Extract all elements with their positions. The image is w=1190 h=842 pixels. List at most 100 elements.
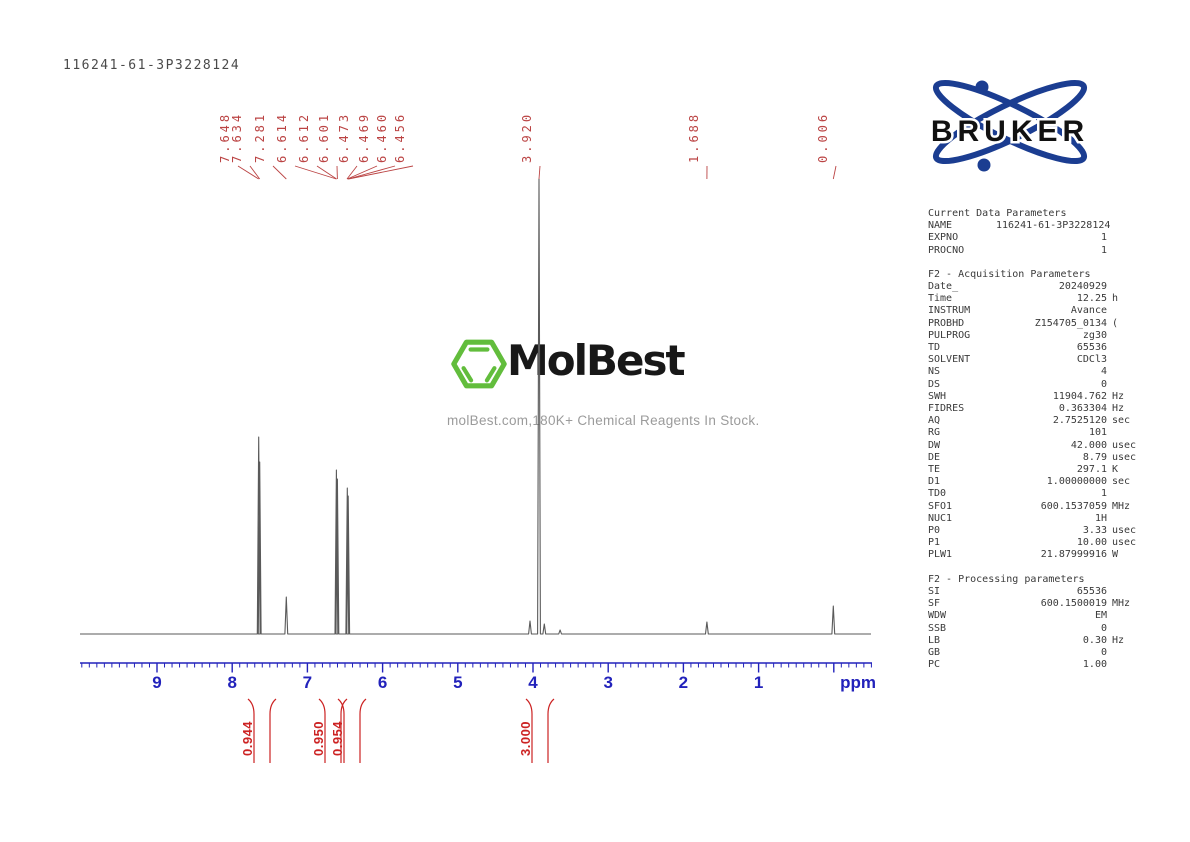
axis-tick-label: 4	[528, 673, 538, 692]
param-row: DS 0	[928, 379, 1142, 391]
param-row: P0 3.33 usec	[928, 525, 1142, 537]
peak-shift-label: 7.281	[253, 111, 267, 163]
param-value: CDCl3	[1076, 354, 1107, 366]
param-unit: (	[1112, 317, 1119, 329]
peak-leader-line	[272, 165, 287, 180]
param-value: 1	[1100, 488, 1107, 500]
param-value: 1H	[1094, 512, 1107, 524]
param-key: NAME	[928, 220, 953, 232]
axis-tick-label: 7	[302, 673, 313, 692]
param-key: SI	[928, 585, 941, 597]
param-unit	[1107, 281, 1142, 293]
param-key: TE	[928, 464, 941, 476]
param-unit: W	[1112, 549, 1119, 561]
param-row: SFO1 600.1537059 MHz	[928, 501, 1142, 513]
axis-tick-label: 5	[453, 673, 463, 692]
param-row: INSTRUM Avance	[928, 305, 1142, 317]
param-key: WDW	[928, 610, 947, 622]
param-row: SF 600.1500019 MHz	[928, 598, 1142, 610]
param-value: 0.363304	[1058, 403, 1107, 415]
peak-leader-line	[347, 165, 396, 180]
peak-leader-line	[294, 165, 337, 180]
param-key: PROBHD	[928, 317, 965, 329]
param-key: NS	[928, 366, 941, 378]
param-row: DE 8.79 usec	[928, 452, 1142, 464]
param-row: LB 0.30 Hz	[928, 635, 1142, 647]
axis-tick-label: 6	[377, 673, 388, 692]
peak-shift-label: 6.614	[275, 111, 289, 163]
axis-tick-label: 2	[678, 673, 689, 692]
param-key: SWH	[928, 390, 947, 402]
integral-bracket	[269, 698, 277, 763]
param-unit	[1107, 232, 1142, 244]
param-value: 2.7525120	[1052, 415, 1107, 427]
param-value: 116241-61-3P3228124	[996, 220, 1111, 232]
param-key: SOLVENT	[928, 354, 971, 366]
param-key: DE	[928, 451, 941, 463]
param-unit: K	[1112, 464, 1119, 476]
param-key: EXPNO	[928, 232, 959, 244]
param-key: Date_	[928, 281, 959, 293]
param-row: DW 42.000 usec	[928, 440, 1142, 452]
param-unit: usec	[1112, 537, 1137, 549]
param-row: NUC1 1H	[928, 513, 1142, 525]
param-key: PC	[928, 659, 941, 671]
param-key: TD0	[928, 488, 947, 500]
param-section-title: Current Data Parameters	[928, 208, 1067, 219]
param-unit: sec	[1112, 476, 1131, 488]
param-key: AQ	[928, 415, 941, 427]
benzene-hexagon-icon	[451, 339, 507, 389]
bruker-ellipse-icon	[932, 79, 1088, 165]
peak-shift-label: 6.469	[357, 111, 371, 163]
param-key: SF	[928, 598, 941, 610]
param-unit	[1107, 513, 1142, 525]
param-value: Avance	[1070, 305, 1107, 317]
peak-leader-line	[538, 165, 541, 180]
integral-brackets	[247, 698, 555, 763]
param-key: TD	[928, 342, 941, 354]
peak-shift-label: 3.920	[520, 111, 534, 163]
bruker-orbit-dot-icon	[975, 80, 989, 94]
integral-bracket	[247, 698, 255, 763]
param-row: Time 12.25 h	[928, 293, 1142, 305]
param-row: EXPNO 1	[928, 232, 1142, 244]
param-key: D1	[928, 476, 941, 488]
integral-bracket	[340, 698, 348, 763]
param-row: GB 0	[928, 647, 1142, 659]
peak-leader-line	[347, 165, 378, 180]
integral-bracket	[525, 698, 533, 763]
param-row: PLW1 21.87999916 W	[928, 549, 1142, 561]
bruker-brand-text: BRUKER	[931, 115, 1089, 148]
param-row: TE 297.1 K	[928, 464, 1142, 476]
param-row: P1 10.00 usec	[928, 537, 1142, 549]
molbest-brand-text: MolBest	[507, 336, 686, 385]
param-value: 101	[1088, 427, 1107, 439]
param-unit	[1107, 379, 1142, 391]
param-key: FIDRES	[928, 403, 965, 415]
axis-tick-label: 8	[227, 673, 237, 692]
axis-unit-label: ppm	[840, 673, 876, 692]
param-key: PLW1	[928, 549, 953, 561]
integral-value-label: 0.950	[311, 720, 326, 756]
param-unit	[1107, 245, 1142, 257]
integral-bracket	[318, 698, 326, 763]
param-value: 0.30	[1082, 634, 1107, 646]
param-value: 1.00000000	[1046, 476, 1107, 488]
integral-bracket	[547, 698, 555, 763]
param-unit: Hz	[1112, 403, 1125, 415]
param-unit: usec	[1112, 451, 1137, 463]
param-unit: MHz	[1112, 500, 1131, 512]
param-row: SOLVENT CDCl3	[928, 354, 1142, 366]
axis-tick-label: 3	[603, 673, 613, 692]
parameters-panel: Current Data Parameters NAME 116241-61-3P3…	[928, 208, 1142, 671]
param-row: SI 65536	[928, 586, 1142, 598]
sample-id-title: 116241-61-3P3228124	[63, 58, 241, 73]
param-row: AQ 2.7525120 sec	[928, 415, 1142, 427]
param-value: 600.1537059	[1040, 500, 1107, 512]
param-unit	[1107, 427, 1142, 439]
param-row: FIDRES 0.363304 Hz	[928, 403, 1142, 415]
param-value: 42.000	[1070, 439, 1107, 451]
param-unit	[1107, 305, 1142, 317]
param-value: zg30	[1082, 329, 1107, 341]
